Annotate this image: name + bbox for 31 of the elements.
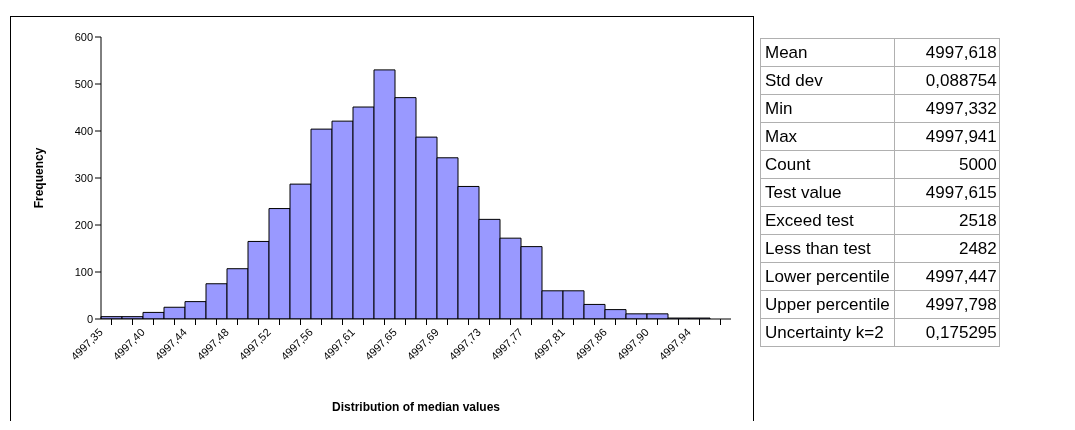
text: 4997,941 <box>925 127 997 146</box>
category-label: Lower percentile <box>760 262 895 291</box>
y-tick-label: 500 <box>74 77 93 90</box>
x-axis-title: Distribution of median values <box>331 400 501 414</box>
text: 4997,618 <box>925 43 997 62</box>
category-label: Upper percentile <box>760 290 895 319</box>
y-tick-label: 600 <box>74 30 93 43</box>
text: 0,088754 <box>925 71 997 90</box>
y-tick-label: 200 <box>74 218 93 231</box>
text: 4997,798 <box>925 295 997 314</box>
text: 2518 <box>958 211 997 230</box>
category-label: Std dev <box>760 66 895 95</box>
category-label: Mean <box>760 38 895 67</box>
category-label: Less than test <box>760 234 895 263</box>
y-tick-label: 100 <box>74 265 93 278</box>
text: 4997,615 <box>925 183 997 202</box>
category-label: Test value <box>760 178 895 207</box>
text: 2482 <box>958 239 997 258</box>
text: 4997,447 <box>925 267 997 286</box>
category-label: Count <box>760 150 895 179</box>
text: 4997,332 <box>925 99 997 118</box>
text: 0,175295 <box>925 323 997 342</box>
y-tick-label: 300 <box>74 171 93 184</box>
text: 5000 <box>958 155 997 174</box>
category-label: Min <box>760 94 895 123</box>
category-label: Max <box>760 122 895 151</box>
y-tick-label: 0 <box>86 312 93 325</box>
category-label: Exceed test <box>760 206 895 235</box>
y-tick-label: 400 <box>74 124 93 137</box>
category-label: Uncertainty k=2 <box>760 318 895 347</box>
y-axis-title: Frequency <box>32 147 47 209</box>
